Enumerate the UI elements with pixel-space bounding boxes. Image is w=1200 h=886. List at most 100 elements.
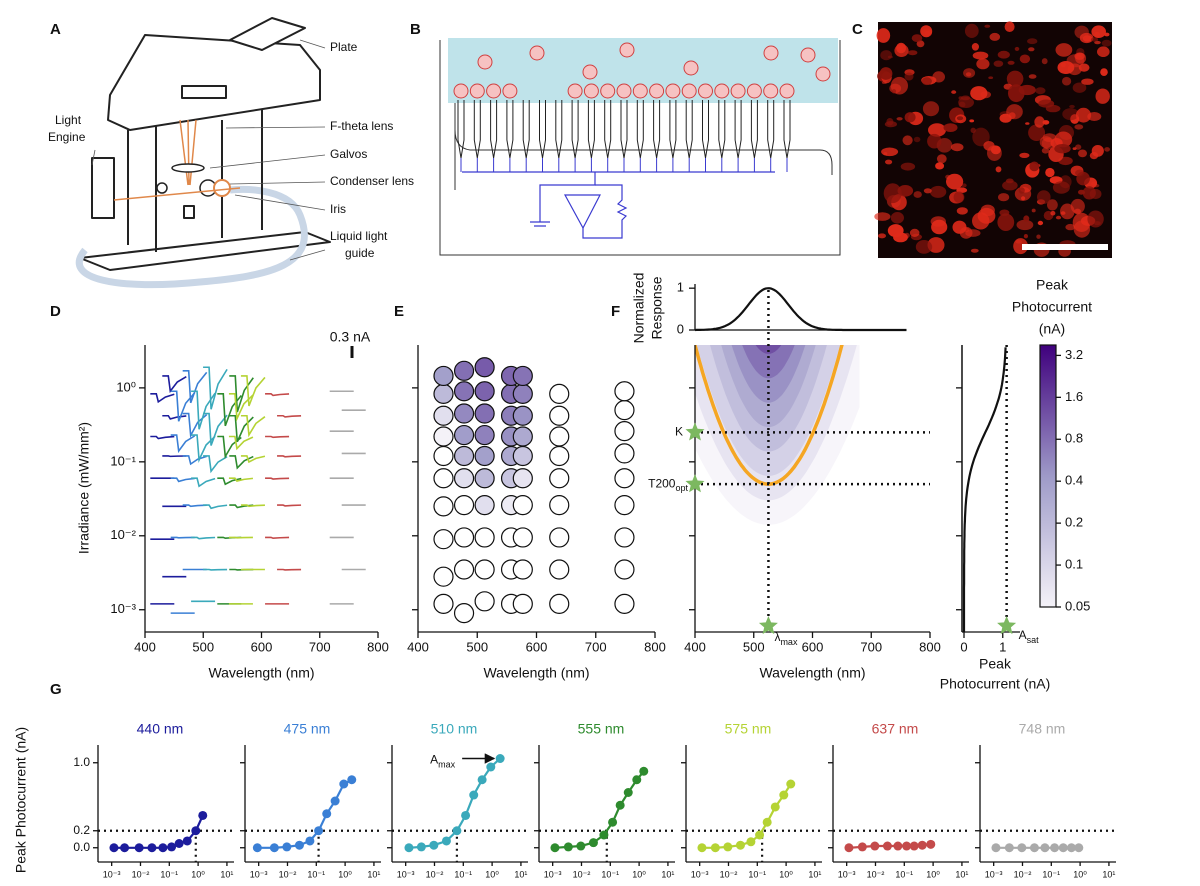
response-circle <box>512 559 533 580</box>
cell <box>567 83 583 99</box>
data-point <box>786 779 796 789</box>
x-tick-label: 10⁻¹ <box>601 869 619 879</box>
data-point <box>416 842 426 852</box>
current-trace <box>191 477 216 488</box>
data-point <box>339 779 349 789</box>
response-circle <box>512 527 533 548</box>
x-tick-label: 10⁰ <box>926 869 940 879</box>
callout: Galvos <box>330 147 367 161</box>
response-circle <box>549 426 570 447</box>
response-circle <box>433 566 454 587</box>
data-point <box>770 802 780 812</box>
data-point <box>1058 843 1068 853</box>
beam <box>179 119 197 186</box>
colorbar-tick-label: 0.2 <box>1065 515 1083 530</box>
x-tick-label: 400 <box>684 639 706 654</box>
fit-line <box>408 757 501 849</box>
response-circle <box>614 381 635 402</box>
cell <box>665 83 681 99</box>
scale-bar-label: 0.3 nA <box>330 329 371 345</box>
electrode <box>620 100 628 159</box>
response-circle <box>433 593 454 614</box>
cell-signal <box>989 32 1001 41</box>
colorbar <box>1039 344 1057 608</box>
cell-signal <box>924 30 931 36</box>
data-point <box>588 838 598 848</box>
cell-signal <box>1104 32 1110 37</box>
response-circle <box>512 365 533 387</box>
cell-signal <box>1089 152 1099 160</box>
cell-signal <box>884 121 898 128</box>
cell-signal <box>970 127 976 133</box>
cell-signal <box>1054 131 1073 148</box>
cell-signal <box>983 141 995 151</box>
cell-signal <box>932 71 945 83</box>
response-contour <box>755 345 782 354</box>
panel-label: D <box>50 303 61 320</box>
data-point <box>710 843 720 853</box>
cell-signal <box>1037 190 1051 205</box>
cell-signal <box>921 77 932 86</box>
x-axis-label: Wavelength (nm) <box>759 665 865 681</box>
electrode <box>750 100 758 159</box>
cell <box>469 83 485 99</box>
x-tick-label: 10¹ <box>367 869 380 879</box>
cell-signal <box>1031 208 1036 213</box>
data-point <box>174 839 184 848</box>
cell-signal <box>1002 180 1018 191</box>
response-circle <box>549 468 570 489</box>
current-trace <box>228 435 254 451</box>
data-point <box>322 809 332 819</box>
x-tick-label: 10¹ <box>661 869 674 879</box>
x-tick-label: 600 <box>802 639 824 654</box>
cell-signal <box>1100 68 1108 76</box>
current-trace <box>277 504 302 507</box>
data-point <box>991 843 1001 853</box>
saturation-curve <box>962 347 1007 632</box>
data-point <box>441 836 451 846</box>
cell-signal <box>904 112 916 123</box>
fit-line <box>702 783 792 849</box>
cell-signal <box>907 50 918 56</box>
data-point <box>893 841 903 851</box>
electrode <box>783 100 791 159</box>
cell <box>730 83 746 99</box>
panel-title: 637 nm <box>872 721 919 737</box>
star <box>685 474 705 493</box>
x-tick-label: 800 <box>644 639 666 654</box>
x-tick-label: 10⁻¹ <box>454 869 472 879</box>
data-point <box>902 841 912 851</box>
cell <box>763 45 779 61</box>
cell-signal <box>998 193 1010 202</box>
response-circle <box>433 426 454 447</box>
x-tick-label: 10⁰ <box>485 869 499 879</box>
cell <box>746 83 762 99</box>
data-point <box>330 796 340 806</box>
spectral-response <box>694 287 907 332</box>
data-point <box>305 836 315 846</box>
colorbar-tick-label: 0.4 <box>1065 473 1083 488</box>
data-point <box>576 841 586 851</box>
cell-signal <box>904 72 914 81</box>
y-tick-label: 10⁰ <box>116 379 136 394</box>
response-circle <box>474 424 495 446</box>
amax-label: Amax <box>430 753 456 770</box>
cell-signal <box>913 191 922 198</box>
data-point <box>882 841 892 851</box>
cell-signal <box>893 232 908 243</box>
data-point <box>926 839 936 849</box>
y-axis-label: Response <box>649 276 665 339</box>
data-point <box>608 817 618 827</box>
response-circle <box>512 383 533 404</box>
panel-title: 555 nm <box>578 721 625 737</box>
cell-signal <box>879 67 893 80</box>
cell-signal <box>1021 196 1026 201</box>
cell-signal <box>988 76 994 79</box>
cell-signal <box>1074 208 1082 215</box>
callout: Liquid light <box>330 229 388 243</box>
cell-signal <box>890 212 905 224</box>
x-tick-label: 10⁻¹ <box>307 869 325 879</box>
microscope-schematic: Plate F-theta lens Galvos Condenser lens… <box>48 17 414 289</box>
